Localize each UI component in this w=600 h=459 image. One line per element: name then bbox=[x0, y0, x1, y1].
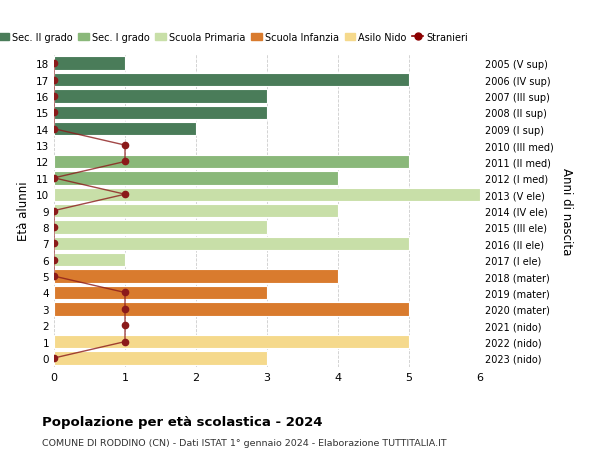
Y-axis label: Anni di nascita: Anni di nascita bbox=[560, 168, 573, 255]
Bar bbox=[54, 237, 409, 251]
Bar bbox=[54, 270, 338, 283]
Bar bbox=[54, 204, 338, 218]
Text: COMUNE DI RODDINO (CN) - Dati ISTAT 1° gennaio 2024 - Elaborazione TUTTITALIA.IT: COMUNE DI RODDINO (CN) - Dati ISTAT 1° g… bbox=[42, 438, 446, 448]
Bar bbox=[54, 352, 267, 365]
Bar bbox=[54, 123, 196, 136]
Bar bbox=[54, 172, 338, 185]
Legend: Sec. II grado, Sec. I grado, Scuola Primaria, Scuola Infanzia, Asilo Nido, Stran: Sec. II grado, Sec. I grado, Scuola Prim… bbox=[0, 29, 472, 46]
Bar bbox=[54, 74, 409, 87]
Bar bbox=[54, 286, 267, 300]
Bar bbox=[54, 188, 480, 202]
Text: Popolazione per età scolastica - 2024: Popolazione per età scolastica - 2024 bbox=[42, 415, 323, 428]
Bar bbox=[54, 302, 409, 316]
Bar bbox=[54, 221, 267, 234]
Bar bbox=[54, 90, 267, 103]
Bar bbox=[54, 57, 125, 71]
Bar bbox=[54, 253, 125, 267]
Bar bbox=[54, 106, 267, 120]
Y-axis label: Età alunni: Età alunni bbox=[17, 181, 31, 241]
Bar bbox=[54, 335, 409, 348]
Bar bbox=[54, 156, 409, 169]
